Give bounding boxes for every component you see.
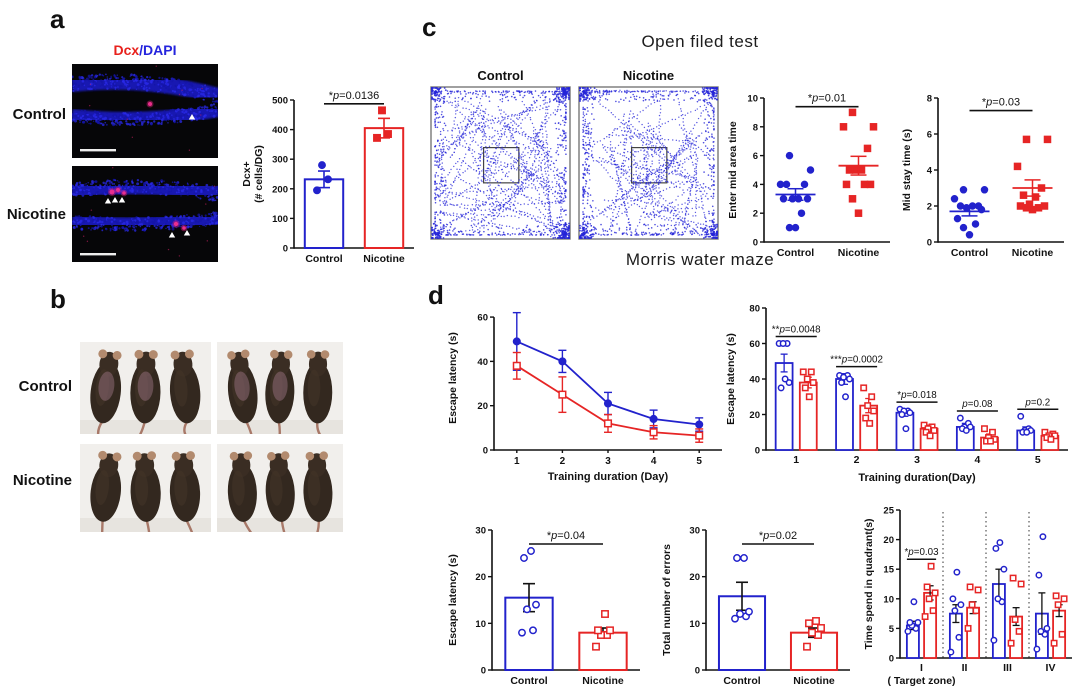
svg-text:(# cells/DG): (# cells/DG) bbox=[253, 145, 265, 203]
panel-d-letter: d bbox=[428, 280, 444, 310]
nicotine-mice-photo-1 bbox=[80, 444, 211, 543]
mid-stay-time-chart: 0 2 4 6 8 Mid stay time (s) Control Nicotine *p=… bbox=[900, 72, 1072, 271]
dcx-title-part: Dcx bbox=[113, 42, 140, 58]
escape-latency-day-bars-chart: 0 20 40 60 80 Escape latency (s) 1 2 3 4 5 Training… bbox=[724, 292, 1076, 491]
nicotine-trajectory-plot bbox=[578, 86, 719, 245]
svg-text:0: 0 bbox=[283, 244, 288, 255]
dapi-title-part: /DAPI bbox=[139, 42, 177, 58]
svg-text:Nicotine: Nicotine bbox=[363, 253, 405, 265]
panel-a-nicotine-label: Nicotine bbox=[6, 206, 66, 223]
total-errors-chart: 0 10 20 30 Total number of errors Control Nico… bbox=[660, 502, 868, 694]
panel-b-nicotine-label: Nicotine bbox=[12, 472, 72, 489]
traj-nicotine-label: Nicotine bbox=[622, 68, 675, 83]
morris-water-maze-title: Morris water maze bbox=[625, 250, 775, 269]
panel-b-control-label: Control bbox=[18, 378, 72, 395]
control-mice-photo-1 bbox=[80, 342, 211, 445]
svg-text:Control: Control bbox=[305, 253, 342, 265]
svg-text:400: 400 bbox=[272, 125, 288, 136]
panel-b-letter: b bbox=[50, 284, 66, 314]
svg-text:*p=0.0136: *p=0.0136 bbox=[329, 90, 379, 102]
svg-text:500: 500 bbox=[272, 96, 288, 107]
open-field-title: Open filed test bbox=[641, 32, 759, 51]
svg-text:300: 300 bbox=[272, 155, 288, 166]
probe-escape-latency-chart: 0 10 20 30 Escape latency (s) Control Nicotine… bbox=[446, 502, 658, 694]
svg-text:100: 100 bbox=[272, 214, 288, 225]
dcx-dapi-title: Dcx/DAPI bbox=[70, 42, 220, 58]
control-mice-photo-2 bbox=[217, 342, 343, 445]
control-trajectory-plot bbox=[430, 86, 571, 245]
svg-text:200: 200 bbox=[272, 184, 288, 195]
control-dcx-micrograph bbox=[70, 64, 221, 163]
panel-a-control-label: Control bbox=[12, 106, 66, 123]
quadrant-time-chart: 0 5 10 15 20 25 Time spend in quadrant(s) I II II… bbox=[862, 498, 1078, 694]
dcx-count-chart: 0 100 200 300 400 500 Dcx+ (# cells/DG) Control N… bbox=[240, 70, 426, 277]
svg-text:Dcx+: Dcx+ bbox=[241, 161, 253, 186]
panel-a-letter: a bbox=[50, 4, 65, 34]
enter-mid-area-chart: 0 2 4 6 8 10 Enter mid area time Control Nicotin… bbox=[726, 72, 898, 271]
escape-latency-line-chart: 0 20 40 60 Escape latency (s) 1 2 3 4 5 Training d… bbox=[446, 292, 738, 491]
traj-control-label: Control bbox=[477, 68, 524, 83]
nicotine-dcx-micrograph bbox=[70, 166, 220, 267]
panel-c-letter: c bbox=[422, 12, 437, 42]
nicotine-mice-photo-2 bbox=[217, 444, 343, 544]
